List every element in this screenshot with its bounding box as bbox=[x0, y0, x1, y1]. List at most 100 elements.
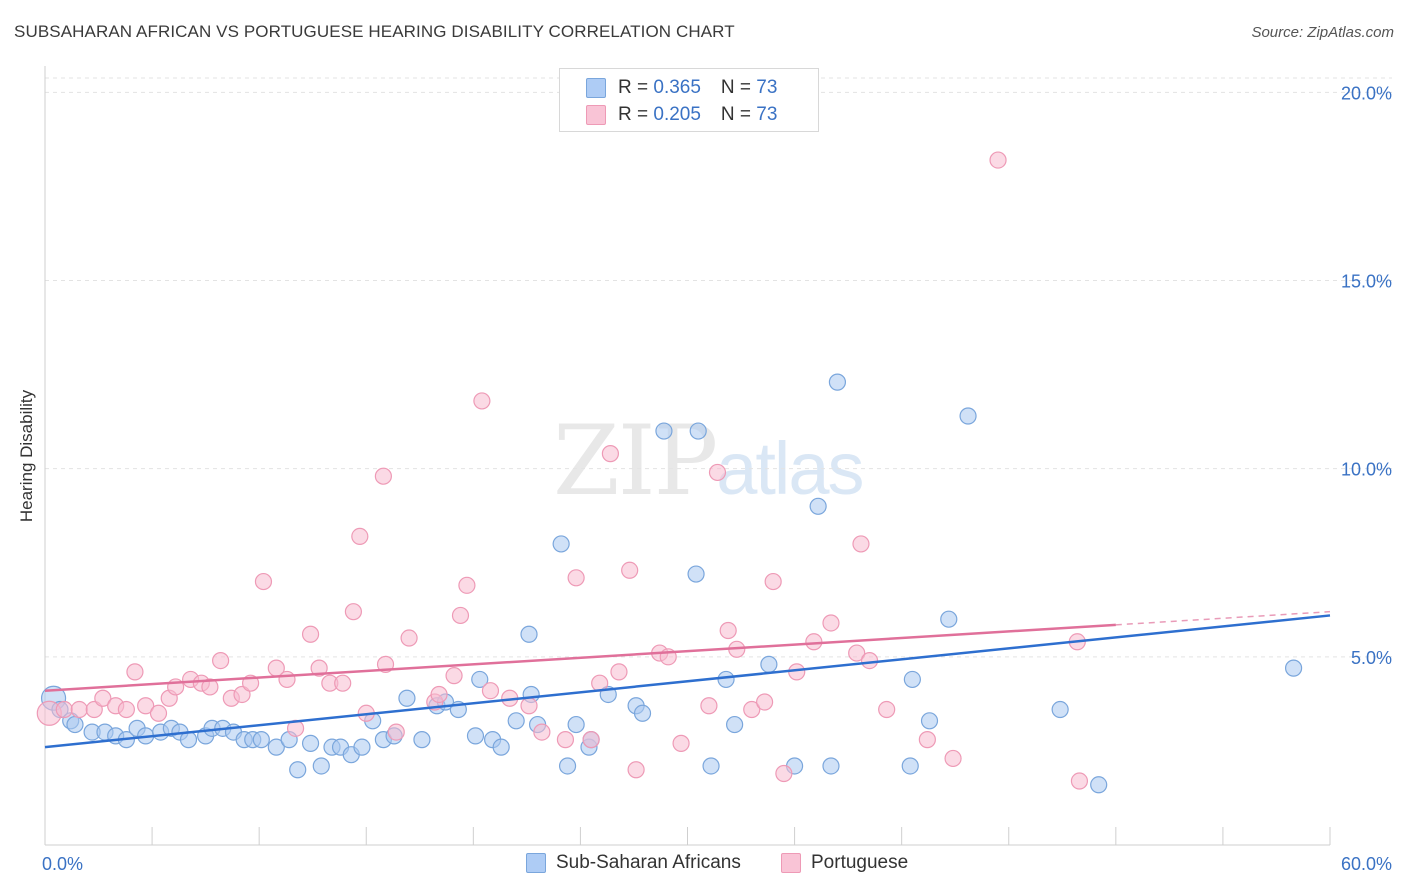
trend-line-portuguese bbox=[44, 623, 1116, 692]
point-sub-saharan-68 bbox=[940, 610, 958, 628]
point-sub-saharan-46 bbox=[552, 535, 570, 553]
y-tick-label-2: 15.0% bbox=[1341, 272, 1392, 292]
point-portuguese-54 bbox=[672, 734, 690, 752]
point-sub-saharan-29 bbox=[353, 738, 371, 756]
point-sub-saharan-53 bbox=[633, 704, 652, 722]
point-portuguese-40 bbox=[481, 682, 500, 700]
point-portuguese-45 bbox=[567, 569, 585, 587]
point-sub-saharan-62 bbox=[809, 497, 827, 515]
stats-text-pink: R = 0.205 N = 73 bbox=[618, 104, 777, 126]
stats-text-blue: R = 0.365 N = 73 bbox=[618, 77, 777, 99]
y-tick-label-0: 5.0% bbox=[1351, 648, 1392, 668]
point-sub-saharan-20 bbox=[252, 731, 270, 749]
point-sub-saharan-34 bbox=[413, 731, 431, 749]
trend-line-extension-portuguese bbox=[1115, 610, 1331, 626]
point-portuguese-62 bbox=[775, 764, 793, 783]
point-sub-saharan-66 bbox=[903, 670, 921, 689]
point-portuguese-66 bbox=[848, 644, 866, 662]
point-sub-saharan-58 bbox=[717, 670, 735, 689]
point-sub-saharan-42 bbox=[507, 712, 525, 730]
point-sub-saharan-64 bbox=[828, 373, 847, 391]
point-portuguese-6 bbox=[117, 700, 135, 719]
point-portuguese-4 bbox=[94, 689, 112, 707]
point-portuguese-15 bbox=[212, 651, 230, 670]
point-portuguese-61 bbox=[764, 572, 782, 591]
n-value-pink: 73 bbox=[756, 104, 778, 125]
n-value-blue: 73 bbox=[756, 77, 778, 98]
y-tick-label-1: 10.0% bbox=[1341, 460, 1392, 480]
x-tick-label-0: 0.0% bbox=[42, 854, 83, 874]
point-sub-saharan-38 bbox=[466, 727, 485, 745]
point-portuguese-71 bbox=[944, 749, 962, 768]
point-portuguese-37 bbox=[451, 606, 470, 625]
point-sub-saharan-21 bbox=[267, 738, 285, 756]
point-portuguese-23 bbox=[301, 625, 320, 643]
chart-source: Source: ZipAtlas.com bbox=[1251, 24, 1394, 41]
point-portuguese-55 bbox=[700, 697, 718, 715]
point-portuguese-14 bbox=[201, 678, 219, 696]
point-sub-saharan-33 bbox=[398, 689, 416, 707]
chart-title: SUBSAHARAN AFRICAN VS PORTUGUESE HEARING… bbox=[14, 22, 735, 41]
point-portuguese-17 bbox=[233, 685, 251, 704]
y-axis-label: Hearing Disability bbox=[17, 389, 36, 523]
point-sub-saharan-47 bbox=[558, 757, 577, 775]
point-sub-saharan-43 bbox=[520, 625, 538, 643]
point-portuguese-42 bbox=[520, 697, 538, 715]
point-sub-saharan-57 bbox=[702, 757, 720, 775]
r-value-blue: 0.365 bbox=[653, 77, 701, 98]
series-legend: Sub-Saharan Africans Portuguese bbox=[0, 852, 1406, 878]
point-portuguese-1 bbox=[55, 700, 73, 719]
point-portuguese-36 bbox=[445, 667, 463, 685]
point-portuguese-26 bbox=[334, 674, 352, 692]
point-portuguese-48 bbox=[601, 445, 620, 463]
point-portuguese-68 bbox=[860, 651, 879, 670]
point-sub-saharan-67 bbox=[920, 712, 939, 730]
point-sub-saharan-3 bbox=[66, 715, 84, 734]
point-portuguese-64 bbox=[805, 633, 823, 651]
point-portuguese-2 bbox=[70, 700, 88, 719]
r-value-pink: 0.205 bbox=[653, 104, 701, 125]
point-sub-saharan-48 bbox=[567, 715, 585, 734]
legend-swatch-portuguese bbox=[781, 853, 801, 873]
point-portuguese-7 bbox=[126, 663, 144, 681]
point-portuguese-24 bbox=[310, 659, 328, 677]
point-sub-saharan-24 bbox=[301, 734, 320, 752]
point-sub-saharan-41 bbox=[492, 738, 510, 756]
point-portuguese-27 bbox=[344, 603, 362, 621]
point-sub-saharan-63 bbox=[822, 757, 840, 775]
point-portuguese-46 bbox=[582, 731, 600, 749]
point-portuguese-33 bbox=[400, 629, 418, 647]
point-portuguese-73 bbox=[1070, 772, 1089, 790]
point-portuguese-39 bbox=[473, 392, 491, 410]
point-portuguese-35 bbox=[430, 685, 448, 704]
legend-label-sub-saharan: Sub-Saharan Africans bbox=[556, 852, 741, 873]
point-portuguese-30 bbox=[374, 467, 392, 485]
point-portuguese-60 bbox=[755, 693, 774, 711]
point-portuguese-44 bbox=[556, 731, 575, 749]
legend-swatch-blue bbox=[586, 78, 606, 98]
x-tick-label-1: 60.0% bbox=[1341, 854, 1392, 874]
point-portuguese-67 bbox=[852, 535, 870, 553]
point-portuguese-65 bbox=[822, 614, 840, 632]
point-portuguese-28 bbox=[351, 527, 369, 546]
point-sub-saharan-60 bbox=[760, 655, 778, 673]
point-sub-saharan-70 bbox=[1051, 700, 1069, 719]
point-portuguese-21 bbox=[278, 670, 296, 689]
point-portuguese-32 bbox=[387, 723, 405, 741]
point-portuguese-59 bbox=[743, 700, 761, 719]
point-portuguese-38 bbox=[458, 576, 476, 594]
point-portuguese-69 bbox=[878, 700, 896, 719]
point-sub-saharan-25 bbox=[312, 757, 330, 775]
point-sub-saharan-71 bbox=[1090, 776, 1108, 794]
point-portuguese-50 bbox=[621, 561, 639, 579]
n-label: N = bbox=[720, 104, 757, 125]
point-portuguese-43 bbox=[533, 723, 551, 741]
watermark-zip: ZIP bbox=[553, 405, 718, 517]
legend-swatch-pink bbox=[586, 105, 606, 125]
point-portuguese-57 bbox=[719, 621, 737, 640]
n-label: N = bbox=[720, 77, 757, 98]
point-portuguese-56 bbox=[708, 463, 727, 482]
legend-swatch-sub-saharan bbox=[526, 853, 546, 873]
point-sub-saharan-55 bbox=[687, 565, 705, 583]
